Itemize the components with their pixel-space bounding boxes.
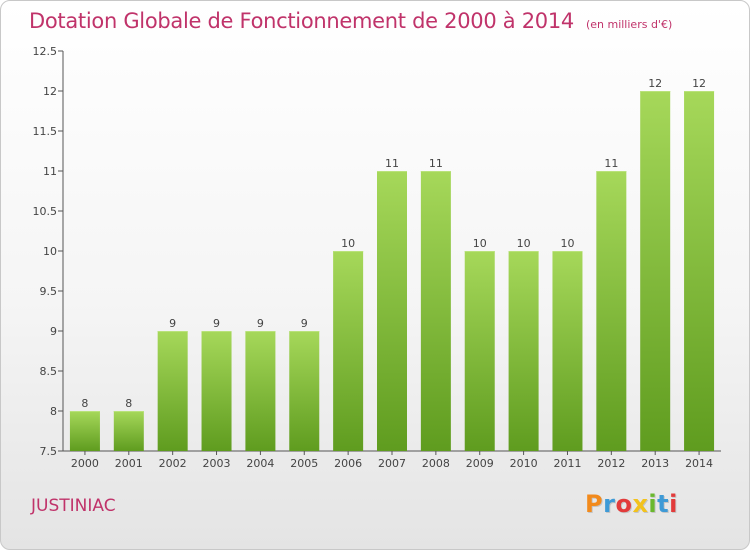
y-tick-label: 11 [43, 165, 57, 178]
bar-value-label: 10 [560, 237, 574, 250]
chart-title-text: Dotation Globale de Fonctionnement de 20… [29, 9, 574, 33]
y-tick-label: 12 [43, 85, 57, 98]
x-tick-label: 2008 [422, 457, 450, 470]
bar[interactable] [245, 331, 276, 451]
chart-title: Dotation Globale de Fonctionnement de 20… [29, 9, 672, 33]
proxiti-logo[interactable]: Proxiti [585, 490, 678, 518]
bar[interactable] [640, 91, 671, 451]
bar-value-label: 9 [169, 317, 176, 330]
bar-value-label: 9 [301, 317, 308, 330]
brand-letter: i [648, 490, 658, 518]
bar[interactable] [552, 251, 583, 451]
y-tick-label: 7.5 [40, 445, 58, 458]
y-tick-label: 10.5 [33, 205, 58, 218]
bar[interactable] [333, 251, 364, 451]
x-tick-label: 2001 [115, 457, 143, 470]
brand-letter: o [615, 490, 633, 518]
x-tick-label: 2014 [685, 457, 713, 470]
y-tick-label: 12.5 [33, 45, 58, 58]
chart-bars [69, 91, 715, 451]
bar[interactable] [289, 331, 320, 451]
brand-letter: t [657, 490, 670, 518]
x-tick-label: 2006 [334, 457, 362, 470]
bar-value-label: 9 [213, 317, 220, 330]
y-tick-label: 8 [50, 405, 57, 418]
x-tick-label: 2009 [466, 457, 494, 470]
x-tick-label: 2005 [290, 457, 318, 470]
bar-value-label: 12 [648, 77, 662, 90]
bar[interactable] [377, 171, 407, 451]
x-tick-label: 2012 [597, 457, 625, 470]
x-tick-label: 2004 [246, 457, 274, 470]
bar[interactable] [684, 91, 715, 451]
y-tick-label: 9.5 [40, 285, 58, 298]
x-tick-label: 2013 [641, 457, 669, 470]
bar-value-label: 8 [125, 397, 132, 410]
bar[interactable] [201, 331, 232, 451]
brand-letter: r [603, 490, 616, 518]
bar-value-label: 11 [604, 157, 618, 170]
chart-axes: 7.5 8 8.5 9 9.5 10 10.5 11 11.5 12 12.5 2000 2001 200… [33, 45, 721, 470]
x-tick-label: 2010 [510, 457, 538, 470]
bar[interactable] [69, 411, 100, 451]
brand-letter: x [632, 490, 649, 518]
bar-value-label: 11 [429, 157, 443, 170]
bar[interactable] [596, 171, 627, 451]
chart-subtitle: (en milliers d'€) [585, 18, 673, 31]
commune-name: JUSTINIAC [31, 496, 116, 516]
brand-letter: P [585, 490, 604, 518]
y-tick-label: 10 [43, 245, 57, 258]
bar-value-label: 9 [257, 317, 264, 330]
bar[interactable] [420, 171, 451, 451]
bar-value-label: 8 [81, 397, 88, 410]
bar[interactable] [113, 411, 144, 451]
bar[interactable] [464, 251, 495, 451]
x-tick-label: 2000 [71, 457, 99, 470]
x-tick-label: 2011 [553, 457, 581, 470]
bar[interactable] [508, 251, 539, 451]
bar-value-label: 11 [385, 157, 399, 170]
x-tick-label: 2002 [159, 457, 187, 470]
y-tick-label: 9 [50, 325, 57, 338]
bar-value-label: 10 [473, 237, 487, 250]
bar[interactable] [157, 331, 188, 451]
chart-labels: 8 8 9 9 9 9 10 11 11 10 10 10 11 12 12 [81, 77, 706, 410]
x-tick-label: 2007 [378, 457, 406, 470]
x-tick-label: 2003 [203, 457, 231, 470]
bar-value-label: 12 [692, 77, 706, 90]
y-tick-label: 8.5 [40, 365, 58, 378]
bar-value-label: 10 [517, 237, 531, 250]
y-tick-label: 11.5 [33, 125, 58, 138]
brand-letter: i [669, 490, 678, 518]
bar-value-label: 10 [341, 237, 355, 250]
